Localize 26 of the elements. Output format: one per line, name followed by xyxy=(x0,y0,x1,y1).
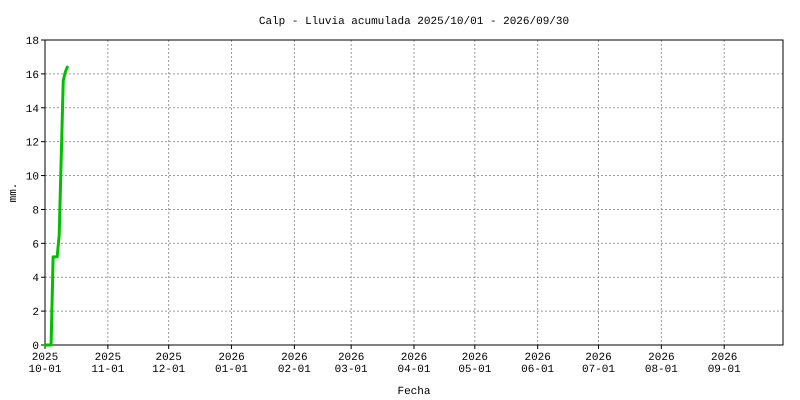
x-tick-label: 2026 05-01 xyxy=(458,352,492,376)
line-series xyxy=(44,66,69,346)
x-tick-label: 2026 01-01 xyxy=(215,352,248,376)
x-tick-label: 2025 12-01 xyxy=(152,352,186,376)
y-tick-label: 18 xyxy=(26,36,39,48)
y-tick-label: 0 xyxy=(32,341,39,353)
chart-title: Calp - Lluvia acumulada 2025/10/01 - 2026/09/30 xyxy=(258,16,570,28)
x-tick-label: 2026 04-01 xyxy=(397,352,431,376)
y-axis-title: mm. xyxy=(8,182,20,202)
y-tick-label: 14 xyxy=(26,104,40,116)
y-tick-label: 16 xyxy=(26,70,39,82)
x-tick-label: 2026 06-01 xyxy=(521,352,555,376)
x-tick-label: 2026 07-01 xyxy=(582,352,616,376)
x-axis-title: Fecha xyxy=(397,386,431,398)
y-tick-label: 6 xyxy=(32,239,39,252)
y-tick-label: 8 xyxy=(32,205,39,218)
x-tick-label: 2025 10-01 xyxy=(28,352,62,376)
x-tick-label: 2026 09-01 xyxy=(708,352,742,376)
x-tick-label: 2026 08-01 xyxy=(644,352,678,376)
y-tick-label: 10 xyxy=(26,172,39,184)
y-tick-label: 2 xyxy=(32,307,39,320)
x-tick-label: 2025 11-01 xyxy=(91,352,125,376)
x-tick-label: 2026 02-01 xyxy=(278,352,312,376)
x-tick-label: 2026 03-01 xyxy=(334,352,368,376)
y-tick-label: 12 xyxy=(26,138,39,150)
y-tick-label: 4 xyxy=(32,273,40,286)
